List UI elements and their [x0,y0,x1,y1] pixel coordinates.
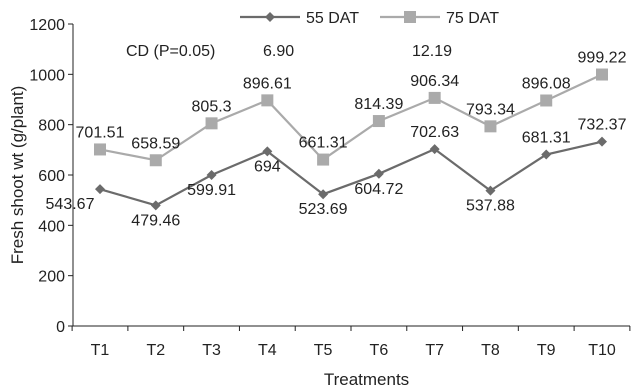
data-label: 604.72 [354,181,403,198]
data-label: 896.61 [243,75,292,92]
data-label: 479.46 [131,212,180,229]
data-label: 537.88 [466,198,515,215]
y-tick-label: 1200 [29,17,65,34]
data-label: 732.37 [578,117,627,134]
data-label: 661.31 [299,135,348,152]
x-tick-label: T7 [425,342,444,359]
series-line-55dat [99,140,603,207]
data-point [485,185,496,196]
data-point [373,168,384,179]
data-point [205,117,218,130]
x-axis-ticks: T1 T2 T3 T4 T5 T6 T7 T8 T9 T10 [71,326,631,359]
data-label: 599.91 [187,182,236,199]
x-tick-label: T3 [202,342,221,359]
y-tick-label: 1000 [29,67,65,84]
y-tick-label: 800 [38,118,65,135]
y-tick-label: 200 [38,269,65,286]
legend-marker [265,12,275,22]
x-tick-label: T10 [588,342,616,359]
data-label: 814.39 [354,96,403,113]
data-point [541,149,552,160]
x-axis-title: Treatments [324,370,409,388]
data-labels-layer: 543.67 479.46 599.91 694 523.69 604.72 702.63 5… [46,50,627,230]
data-point [540,94,553,107]
x-tick-label: T8 [481,342,500,359]
data-point [318,189,329,200]
y-axis-ticks: 0 200 400 600 800 1000 1200 [29,17,73,336]
x-tick-label: T4 [258,342,277,359]
data-point [317,153,330,166]
y-tick-label: 400 [38,218,65,235]
legend: 55 DAT 75 DAT [240,10,499,27]
x-tick-label: T2 [146,342,165,359]
data-point [95,184,105,195]
axes [72,24,630,327]
data-label: 793.34 [466,101,515,118]
legend-label: 55 DAT [306,10,359,27]
cd-annotation-label: CD (P=0.05) [126,43,215,60]
data-point [428,91,441,104]
x-tick-label: T9 [537,342,556,359]
data-label: 681.31 [522,130,571,147]
data-point [262,146,273,157]
series-layer [94,68,608,211]
data-label: 523.69 [299,201,348,218]
data-label: 896.08 [522,75,571,92]
legend-label: 75 DAT [446,10,499,27]
data-point [150,200,161,211]
series-line-75dat [99,73,603,162]
data-point [372,115,385,128]
x-tick-label: T5 [314,342,333,359]
x-tick-label: T6 [370,342,389,359]
data-label: 658.59 [131,135,180,152]
data-point [596,68,608,81]
data-point [261,94,274,107]
data-point [484,120,497,133]
data-point [206,170,217,181]
data-label: 999.22 [578,50,627,67]
y-tick-label: 0 [56,319,65,336]
data-label: 701.51 [76,124,125,141]
data-point [597,136,607,147]
y-axis-title: Fresh shoot wt (g/plant) [8,86,27,265]
legend-marker [404,11,416,23]
cd-55-value: 6.90 [263,43,294,60]
data-point [149,154,162,167]
y-tick-label: 600 [38,168,65,185]
data-point [429,144,440,155]
data-label: 906.34 [410,73,459,90]
data-point [94,143,106,156]
x-tick-label: T1 [91,342,110,359]
data-label: 694 [254,158,281,175]
cd-75-value: 12.19 [412,43,452,60]
data-label: 543.67 [46,196,95,213]
data-label: 805.3 [192,98,232,115]
data-label: 702.63 [410,124,459,141]
